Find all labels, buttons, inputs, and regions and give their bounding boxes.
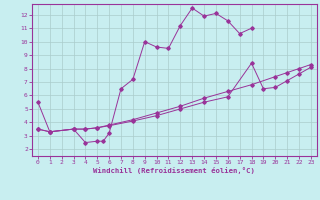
X-axis label: Windchill (Refroidissement éolien,°C): Windchill (Refroidissement éolien,°C): [93, 167, 255, 174]
